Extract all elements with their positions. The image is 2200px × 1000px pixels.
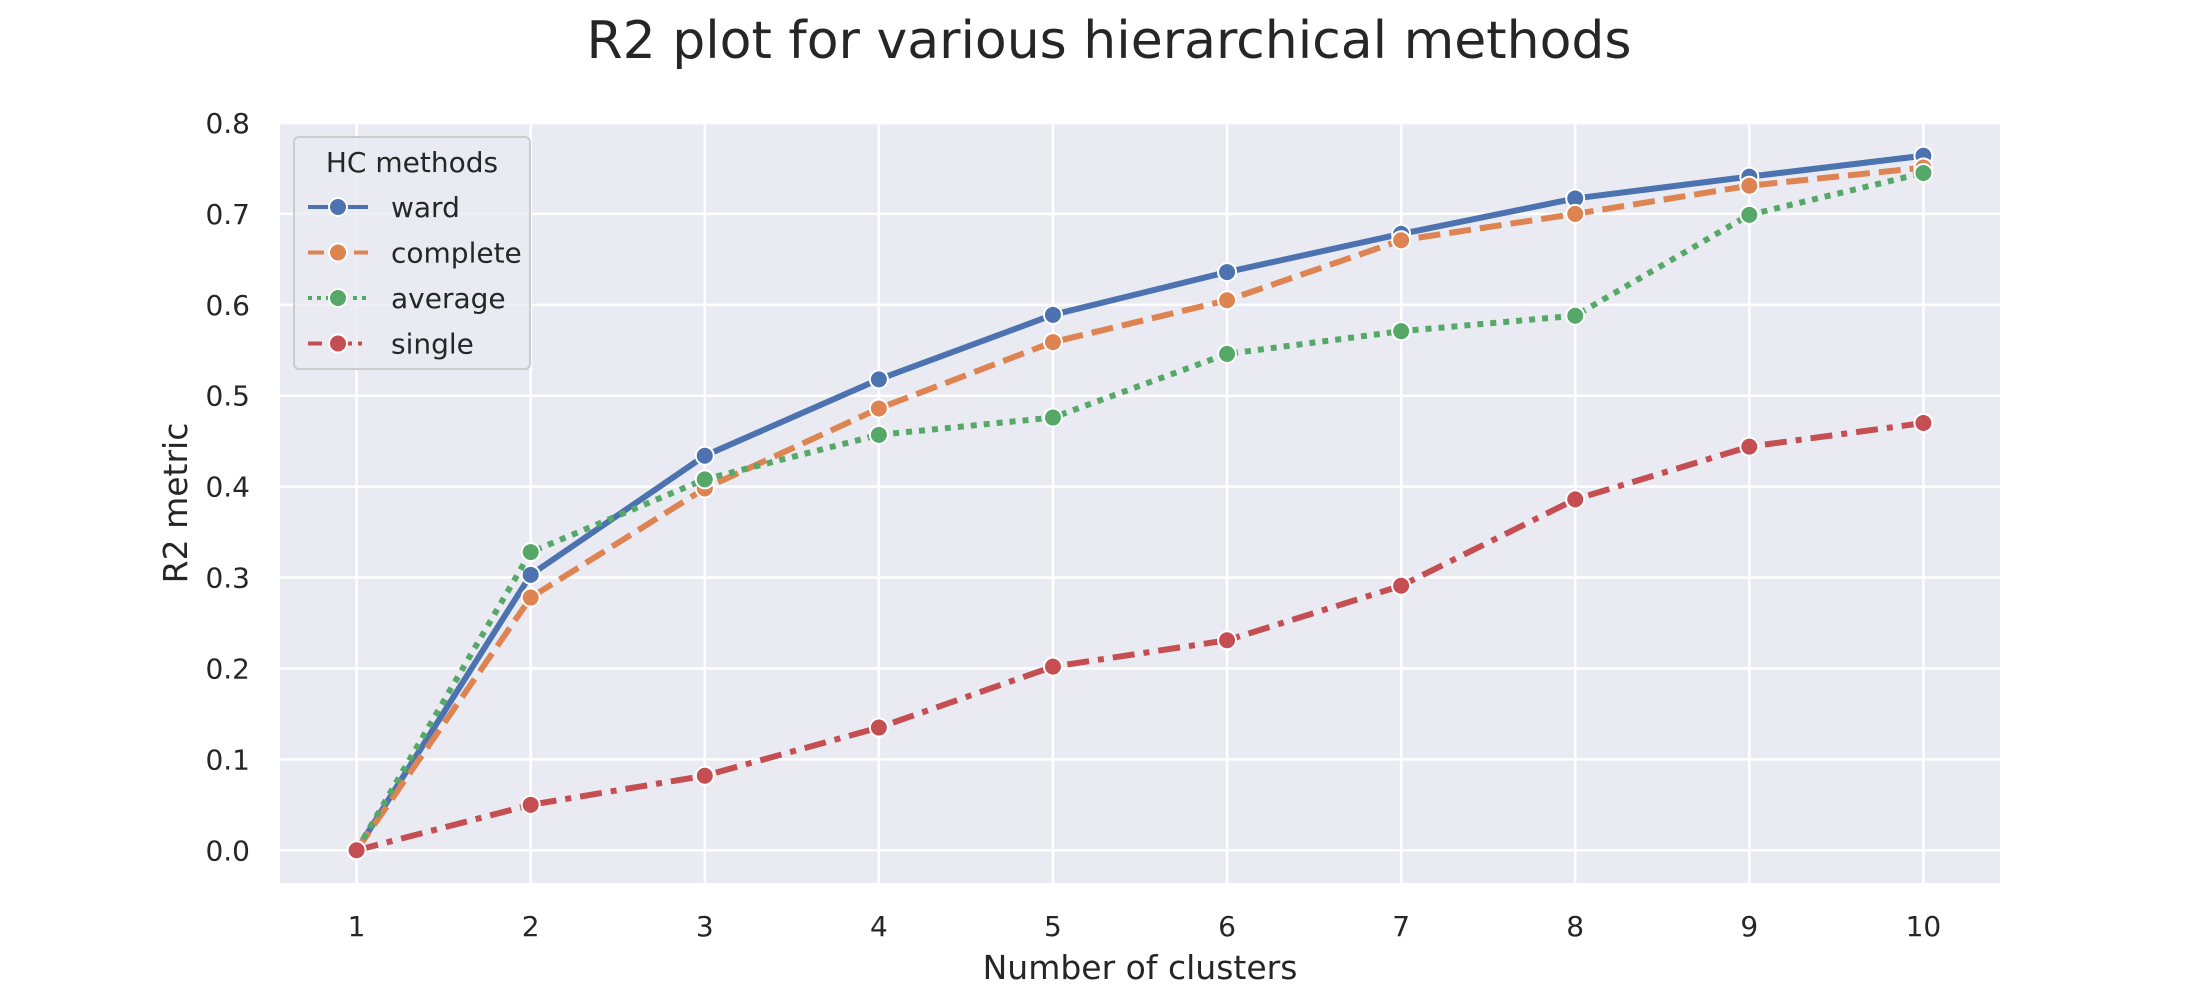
series-layer [346,145,1934,861]
data-point-complete [1565,203,1586,224]
legend-label-average: average [391,282,506,315]
data-point-ward [868,369,889,390]
x-tick-label: 7 [1392,910,1410,943]
y-tick-label: 0.0 [205,834,250,867]
y-tick-label: 0.4 [205,471,250,504]
x-tick-label: 9 [1740,910,1758,943]
y-tick-label: 0.3 [205,562,250,595]
legend-title: HC methods [326,146,498,179]
legend-marker-average [328,288,348,308]
data-point-single [1565,489,1586,510]
data-point-complete [1391,230,1412,251]
x-tick-label: 6 [1218,910,1236,943]
y-tick-label: 0.5 [205,380,250,413]
legend-marker-complete [328,242,348,263]
legend-label-single: single [391,328,474,361]
data-point-average [868,424,889,445]
legend-label-complete: complete [391,237,522,270]
series-line-complete [354,164,1924,852]
series-line-average [354,170,1925,852]
legend-item-single: single [308,328,474,361]
data-point-single [1391,575,1412,596]
data-point-single [694,765,715,786]
x-tick-label: 10 [1906,910,1942,943]
series-complete [346,157,1934,861]
plot-area [280,123,2000,883]
legend: HC methods ward complete average single [293,136,531,370]
y-tick-labels: 0.0 0.1 0.2 0.3 0.4 0.5 0.6 0.7 0.8 [205,107,250,867]
data-point-single [1042,656,1063,677]
data-point-average [1565,305,1586,326]
y-tick-label: 0.2 [205,652,250,685]
legend-item-complete: complete [308,237,522,270]
legend-items: ward complete average single [308,191,522,361]
data-point-ward [1217,262,1238,283]
data-point-average [1913,163,1934,183]
data-point-ward [694,445,715,466]
x-tick-label: 4 [870,910,888,943]
data-point-complete [520,587,541,608]
data-point-complete [1042,332,1063,353]
x-tick-label: 8 [1566,910,1584,943]
series-single [346,413,1934,861]
data-point-complete [1739,175,1760,196]
data-point-complete [1217,290,1238,311]
y-axis-label: R2 metric [156,423,195,584]
y-tick-label: 0.6 [205,289,250,322]
y-tick-label: 0.8 [205,107,250,140]
x-tick-label: 3 [696,910,714,943]
data-point-ward [520,564,541,585]
data-point-single [868,717,889,738]
x-tick-label: 2 [522,910,540,943]
x-axis-label: Number of clusters [983,948,1298,987]
y-tick-label: 0.1 [205,743,250,776]
data-point-complete [868,398,889,419]
data-point-single [1913,413,1934,433]
data-point-average [1042,407,1063,428]
legend-marker-single [328,333,348,354]
x-tick-labels: 1 2 3 4 5 6 7 8 9 10 [348,910,1942,943]
x-tick-label: 1 [348,910,366,943]
series-line-single [355,420,1924,854]
data-point-single [1739,436,1760,457]
x-tick-label: 5 [1044,910,1062,943]
data-point-single [346,840,367,861]
data-point-ward [1042,304,1063,325]
legend-box [293,136,531,370]
y-tick-label: 0.7 [205,198,250,231]
series-line-ward [354,152,1924,852]
legend-label-ward: ward [391,191,460,224]
data-point-average [694,469,715,490]
legend-item-average: average [308,282,506,315]
data-point-average [520,542,541,563]
data-point-single [1217,630,1238,651]
chart-title: R2 plot for various hierarchical methods [586,11,1631,71]
grid [280,121,2000,883]
legend-marker-ward [328,197,348,217]
legend-item-ward: ward [308,191,460,224]
data-point-average [1391,321,1412,342]
data-point-average [1217,343,1238,364]
data-point-single [520,794,541,815]
data-point-average [1739,204,1760,225]
